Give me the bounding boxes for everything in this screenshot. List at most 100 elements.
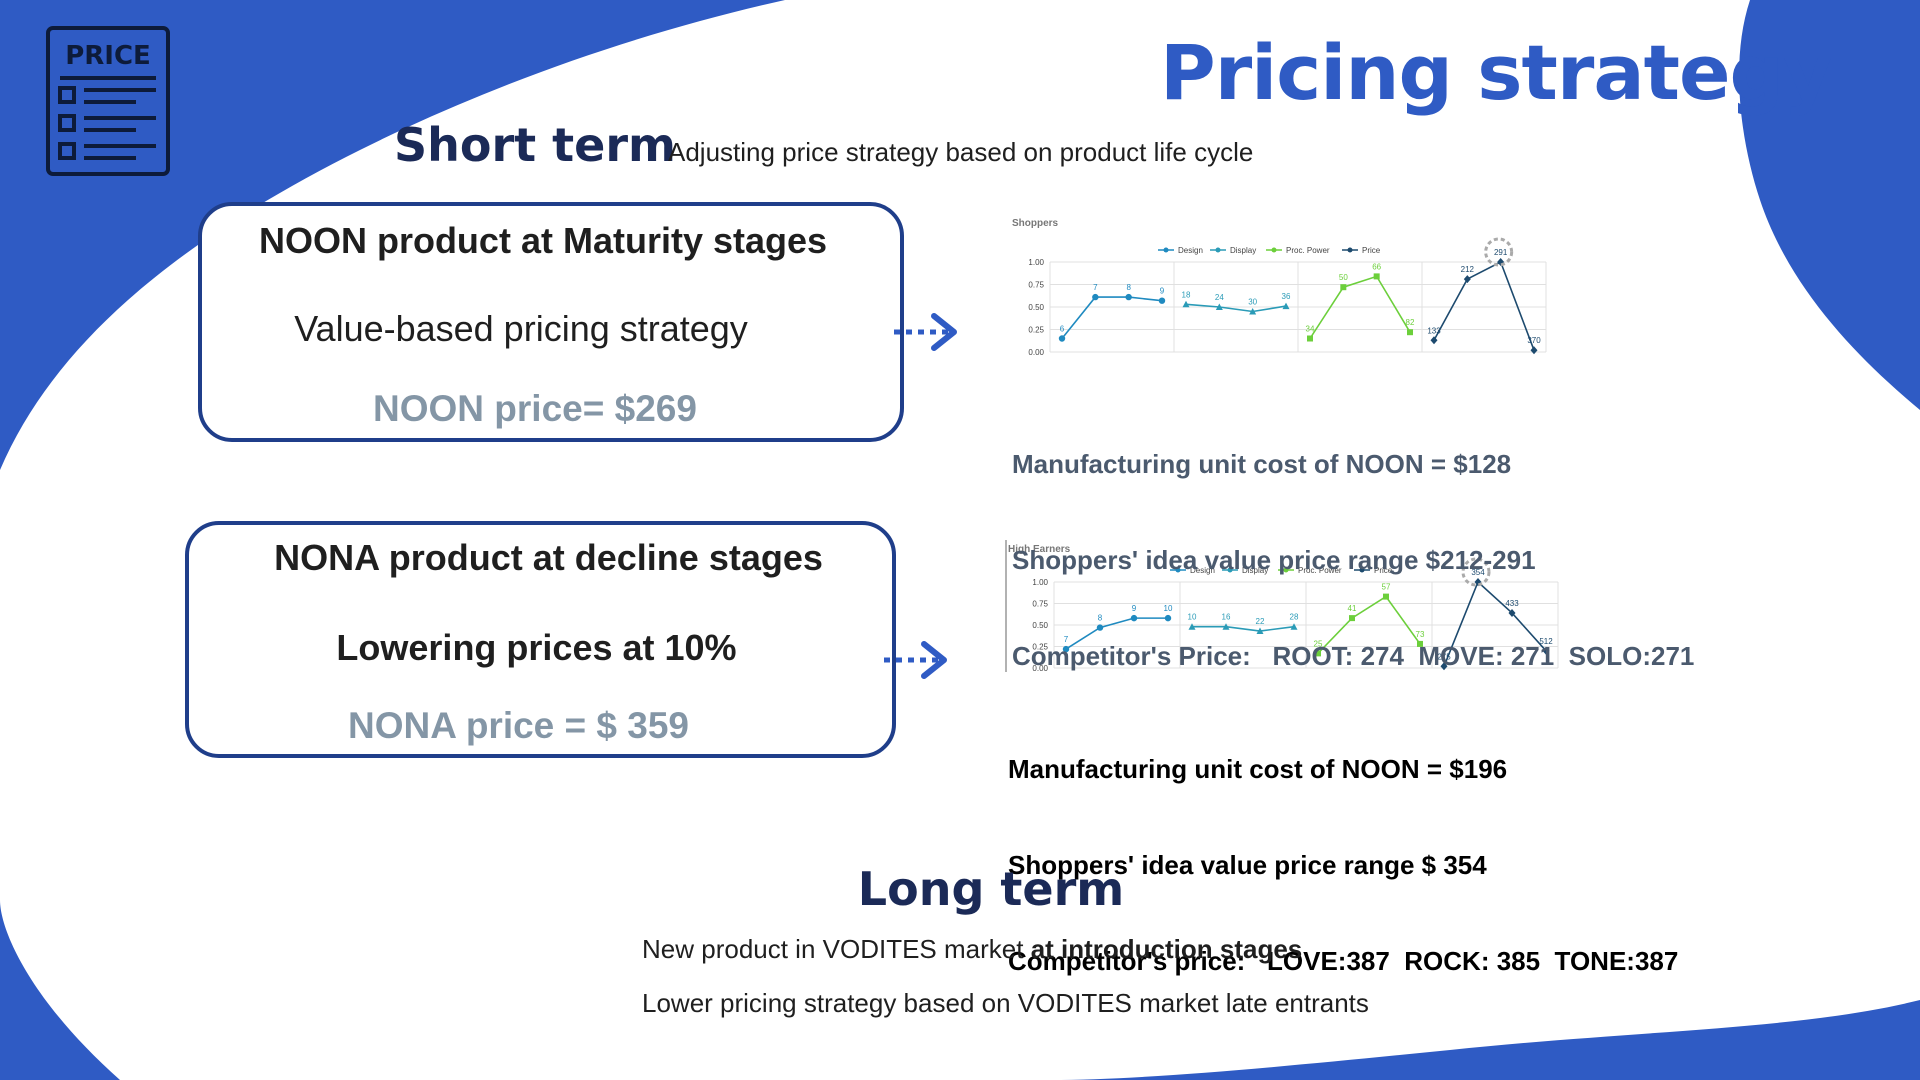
legend-marker <box>1347 247 1353 253</box>
series-line <box>1433 260 1535 351</box>
data-label: 275 <box>1437 652 1451 661</box>
legend-label: Price <box>1362 246 1381 255</box>
highlight-ring <box>1461 557 1491 587</box>
y-tick-label: 1.00 <box>1028 258 1044 267</box>
data-label: 28 <box>1290 613 1299 622</box>
data-label: 36 <box>1282 292 1291 301</box>
data-label: 30 <box>1248 298 1257 307</box>
data-label: 73 <box>1416 630 1425 639</box>
highlight-ring <box>1484 237 1514 267</box>
data-label: 8 <box>1126 283 1131 292</box>
arrow-right-icon <box>894 313 957 351</box>
data-label: 9 <box>1160 287 1165 296</box>
legend-marker <box>1227 567 1233 573</box>
y-tick-label: 0.00 <box>1032 664 1048 672</box>
card-heading: NOON product at Maturity stages <box>258 220 828 261</box>
data-point <box>1290 623 1298 630</box>
data-label: 354 <box>1471 568 1485 577</box>
legend-label: Design <box>1190 566 1215 575</box>
long-term-line-1-bold: at introduction stages <box>1030 934 1303 964</box>
price-list-icon: PRICE <box>46 26 170 176</box>
data-point <box>1182 300 1190 308</box>
data-point <box>1508 608 1516 617</box>
card-strategy: Value-based pricing strategy <box>294 308 748 349</box>
legend-label: Display <box>1242 566 1268 575</box>
data-label: 7 <box>1093 283 1098 292</box>
data-label: 16 <box>1222 613 1231 622</box>
data-label: 8 <box>1098 614 1103 623</box>
noon-card: NOON product at Maturity stages Value-ba… <box>198 202 904 442</box>
short-term-subtitle: Adjusting price strategy based on produc… <box>668 137 1254 167</box>
data-label: 291 <box>1494 248 1508 257</box>
data-label: 433 <box>1505 599 1519 608</box>
data-label: 10 <box>1188 613 1197 622</box>
price-icon-label: PRICE <box>65 41 151 71</box>
data-point <box>1383 593 1389 600</box>
y-tick-label: 0.75 <box>1032 600 1048 609</box>
info-line: Shoppers' idea value price range $ 354 <box>1008 850 1487 880</box>
long-term-line-2: Lower pricing strategy based on VODITES … <box>642 988 1369 1018</box>
shoppers-line-chart: Shoppers 0.00 0.25 0.50 0.75 1.00 Design Displa… <box>1012 218 1547 357</box>
data-label: 6 <box>1060 325 1065 334</box>
y-tick-label: 0.25 <box>1032 643 1048 652</box>
series-line <box>1443 580 1547 667</box>
legend-marker <box>1359 567 1365 573</box>
card-strategy: Lowering prices at 10% <box>336 627 737 668</box>
data-label: 512 <box>1539 637 1553 646</box>
data-point <box>1340 284 1347 291</box>
data-point <box>1307 335 1313 342</box>
chart-title: High Earners <box>1008 544 1071 555</box>
data-label: 7 <box>1064 635 1069 644</box>
chart-title: Shoppers <box>1012 218 1059 229</box>
long-term-line-1-text: New product in VODITES market <box>642 934 1031 964</box>
series-line <box>1061 296 1163 340</box>
legend-label: Design <box>1178 246 1203 255</box>
series-line <box>1309 275 1411 339</box>
legend-label: Proc. Power <box>1298 566 1342 575</box>
data-point <box>1188 623 1196 630</box>
data-point <box>1164 614 1172 622</box>
info-line: Competitor's Price: ROOT: 274 MOVE: 271 … <box>1012 641 1695 671</box>
legend-marker <box>1271 247 1277 253</box>
data-point <box>1349 615 1355 622</box>
y-tick-label: 0.00 <box>1028 348 1044 357</box>
data-point <box>1407 329 1413 336</box>
data-label: 41 <box>1348 604 1357 613</box>
data-label: 370 <box>1527 336 1541 345</box>
data-label: 50 <box>1339 273 1348 282</box>
data-label: 25 <box>1314 639 1323 648</box>
info-line: Manufacturing unit cost of NOON = $128 <box>1012 449 1512 479</box>
data-label: 18 <box>1182 290 1191 299</box>
series-line <box>1317 595 1421 654</box>
data-point <box>1092 293 1099 301</box>
data-label: 10 <box>1164 604 1173 613</box>
card-heading: NONA product at decline stages <box>274 537 823 578</box>
data-point <box>1125 293 1132 301</box>
legend-label: Display <box>1230 246 1256 255</box>
data-point <box>1222 623 1230 630</box>
legend-label: Proc. Power <box>1286 246 1330 255</box>
info-line: Competitor's price: LOVE:387 ROCK: 385 T… <box>1008 946 1679 976</box>
data-point <box>1315 650 1321 657</box>
data-point <box>1282 302 1290 310</box>
data-point <box>1417 640 1423 647</box>
data-label: 34 <box>1306 325 1315 334</box>
data-label: 57 <box>1382 583 1391 592</box>
y-tick-label: 0.50 <box>1028 303 1044 312</box>
nona-info: Manufacturing unit cost of NOON = $196 S… <box>1008 689 1678 1009</box>
data-point <box>1542 646 1550 655</box>
data-label: 22 <box>1256 617 1265 626</box>
data-point <box>1096 624 1104 631</box>
page-title: Pricing strategy <box>1160 28 1832 117</box>
legend-marker <box>1175 567 1181 573</box>
data-label: 82 <box>1406 318 1415 327</box>
data-point <box>1215 303 1223 310</box>
y-tick-label: 1.00 <box>1032 578 1048 587</box>
legend-marker <box>1215 247 1221 253</box>
y-tick-label: 0.75 <box>1028 281 1044 290</box>
series-line <box>1185 303 1287 313</box>
legend-label: Price <box>1374 566 1393 575</box>
series-line <box>1065 617 1168 650</box>
short-term-heading: Short term <box>394 118 676 172</box>
card-price: NOON price= $269 <box>373 388 697 429</box>
